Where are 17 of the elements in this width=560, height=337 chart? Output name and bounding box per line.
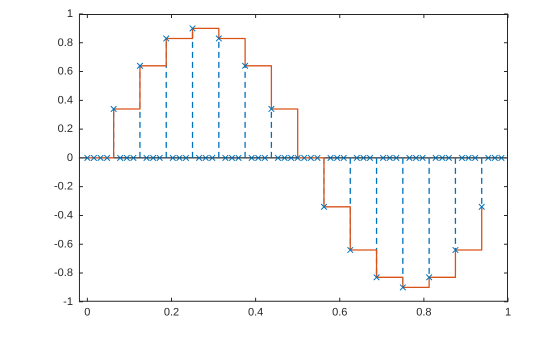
y-tick-label: 1 bbox=[66, 8, 73, 20]
x-tick-label: 0.8 bbox=[416, 306, 432, 318]
y-tick-label: 0.4 bbox=[58, 94, 73, 106]
x-tick-label: 0 bbox=[84, 306, 90, 318]
x-tick-label: 1 bbox=[504, 306, 512, 318]
y-tick-label: -0.6 bbox=[54, 238, 73, 250]
x-tick-label: 0.2 bbox=[164, 306, 180, 318]
y-tick-label: -0.2 bbox=[54, 180, 73, 193]
y-tick-label: 0.8 bbox=[58, 36, 73, 49]
y-tick-label: -0.4 bbox=[54, 209, 73, 222]
y-tick-label: -0.8 bbox=[54, 267, 73, 280]
x-tick-label: 0.6 bbox=[332, 306, 348, 318]
y-tick-label: 0.2 bbox=[58, 123, 73, 136]
y-tick-label: -1 bbox=[63, 296, 73, 308]
x-tick-label: 0.4 bbox=[248, 306, 264, 318]
y-tick-label: 0.6 bbox=[58, 66, 73, 78]
y-tick-label: 0 bbox=[66, 152, 73, 164]
